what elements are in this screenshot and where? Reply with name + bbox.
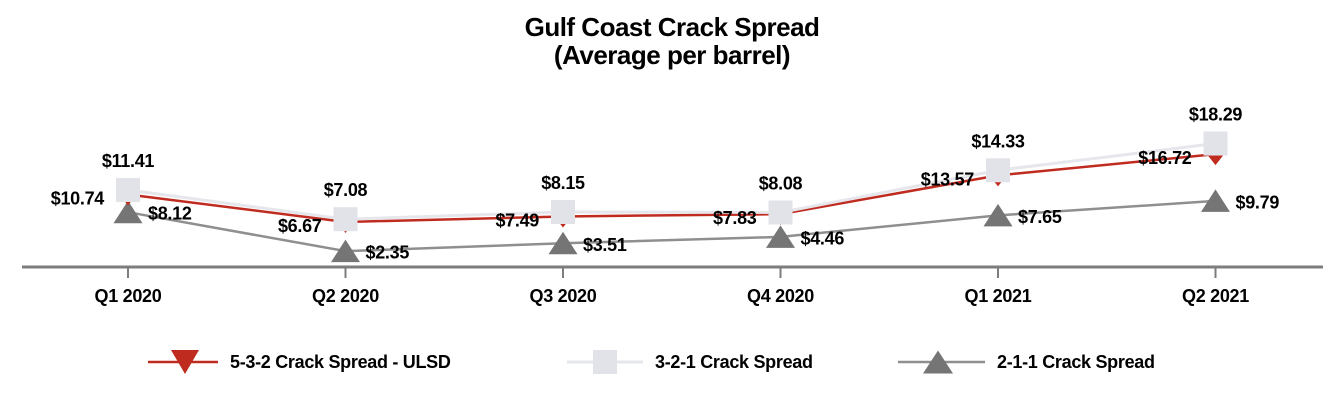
triangle-up-icon bbox=[898, 350, 985, 374]
chart-title-line2: (Average per barrel) bbox=[553, 40, 791, 70]
series-line-3-2-1-crack-spread bbox=[127, 142, 1216, 221]
data-label-3-2-1-crack-spread-q4-2020: $8.08 bbox=[759, 173, 803, 193]
data-label-5-3-2-crack-spread-ulsd-q1-2020: $10.74 bbox=[51, 189, 105, 209]
x-axis-label-q2-2020: Q2 2020 bbox=[312, 286, 379, 306]
data-label-2-1-1-crack-spread-q2-2021: $9.79 bbox=[1236, 192, 1280, 212]
plot-area: Q1 2020 Q2 2020 Q3 2020 Q4 2020 Q1 2021 Q2 20… bbox=[22, 105, 1323, 306]
marker-5-3-2-crack-spread-ulsd bbox=[1206, 153, 1225, 166]
data-label-5-3-2-crack-spread-ulsd-q3-2020: $7.49 bbox=[495, 210, 539, 230]
triangle-down-icon bbox=[148, 350, 218, 374]
chart-title-line1: Gulf Coast Crack Spread bbox=[524, 12, 820, 42]
data-label-3-2-1-crack-spread-q2-2021: $18.29 bbox=[1189, 105, 1243, 125]
data-label-3-2-1-crack-spread-q1-2021: $14.33 bbox=[971, 131, 1025, 151]
legend: 5-3-2 Crack Spread - ULSD 3-2-1 Crack Sp… bbox=[0, 344, 1344, 384]
marker-3-2-1-crack-spread bbox=[1203, 131, 1228, 156]
x-axis-label-q4-2020: Q4 2020 bbox=[747, 286, 814, 306]
x-axis-label-q3-2020: Q3 2020 bbox=[530, 286, 597, 306]
x-axis-label-q1-2020: Q1 2020 bbox=[95, 286, 162, 306]
marker-2-1-1-crack-spread bbox=[1201, 189, 1230, 212]
data-label-2-1-1-crack-spread-q4-2020: $4.46 bbox=[801, 228, 845, 248]
data-label-5-3-2-crack-spread-ulsd-q2-2020: $6.67 bbox=[278, 216, 322, 236]
marker-3-2-1-crack-spread bbox=[116, 177, 140, 202]
legend-label: 3-2-1 Crack Spread bbox=[655, 351, 813, 372]
marker-3-2-1-crack-spread bbox=[333, 207, 358, 232]
legend-item-3-2-1-crack-spread: 3-2-1 Crack Spread bbox=[567, 344, 813, 380]
x-axis-label-q1-2021: Q1 2021 bbox=[965, 286, 1032, 306]
data-label-3-2-1-crack-spread-q3-2020: $8.15 bbox=[541, 173, 585, 193]
marker-2-1-1-crack-spread bbox=[113, 200, 143, 224]
series-line-2-1-1-crack-spread bbox=[127, 199, 1216, 253]
data-label-3-2-1-crack-spread-q1-2020: $11.41 bbox=[102, 151, 155, 171]
square-icon bbox=[567, 350, 643, 374]
data-label-2-1-1-crack-spread-q3-2020: $3.51 bbox=[583, 235, 627, 255]
marker-2-1-1-crack-spread bbox=[548, 231, 578, 255]
data-label-5-3-2-crack-spread-ulsd-q4-2020: $7.83 bbox=[713, 208, 757, 228]
marker-3-2-1-crack-spread bbox=[551, 199, 575, 224]
marker-2-1-1-crack-spread bbox=[766, 225, 795, 248]
x-axis-label-q2-2021: Q2 2021 bbox=[1182, 286, 1249, 306]
legend-item-2-1-1-crack-spread: 2-1-1 Crack Spread bbox=[898, 344, 1155, 380]
marker-3-2-1-crack-spread bbox=[986, 158, 1010, 183]
data-label-3-2-1-crack-spread-q2-2020: $7.08 bbox=[324, 180, 368, 200]
series-line-5-3-2-crack-spread-ulsd bbox=[127, 152, 1216, 224]
legend-item-5-3-2-crack-spread-ulsd: 5-3-2 Crack Spread - ULSD bbox=[148, 344, 451, 380]
data-label-2-1-1-crack-spread-q2-2020: $2.35 bbox=[366, 243, 410, 263]
legend-label: 5-3-2 Crack Spread - ULSD bbox=[230, 351, 451, 372]
chart-title: Gulf Coast Crack Spread (Average per bar… bbox=[0, 13, 1344, 69]
legend-label: 2-1-1 Crack Spread bbox=[997, 351, 1155, 372]
marker-2-1-1-crack-spread bbox=[331, 239, 360, 263]
data-label-2-1-1-crack-spread-q1-2021: $7.65 bbox=[1018, 207, 1062, 227]
data-label-5-3-2-crack-spread-ulsd-q2-2021: $16.72 bbox=[1138, 148, 1192, 168]
data-label-5-3-2-crack-spread-ulsd-q1-2021: $13.57 bbox=[921, 169, 975, 189]
marker-2-1-1-crack-spread bbox=[983, 203, 1013, 227]
marker-3-2-1-crack-spread bbox=[768, 200, 793, 225]
data-label-2-1-1-crack-spread-q1-2020: $8.12 bbox=[148, 204, 192, 224]
